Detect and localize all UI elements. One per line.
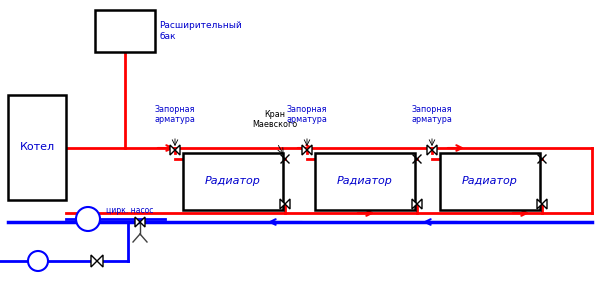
Polygon shape bbox=[537, 199, 542, 209]
Polygon shape bbox=[417, 199, 422, 209]
Polygon shape bbox=[97, 255, 103, 267]
Bar bbox=[8, 95, 66, 200]
Polygon shape bbox=[285, 199, 290, 209]
Circle shape bbox=[28, 251, 48, 271]
Text: Радиатор: Радиатор bbox=[462, 176, 518, 186]
Text: цирк. насос: цирк. насос bbox=[106, 206, 154, 215]
Bar bbox=[440, 153, 540, 210]
Text: Запорная
арматура: Запорная арматура bbox=[155, 105, 196, 124]
Bar bbox=[95, 10, 155, 52]
Polygon shape bbox=[542, 199, 547, 209]
Bar bbox=[183, 153, 283, 210]
Polygon shape bbox=[432, 145, 437, 155]
Bar bbox=[315, 153, 415, 210]
Text: Запорная
арматура: Запорная арматура bbox=[287, 105, 328, 124]
Polygon shape bbox=[280, 199, 285, 209]
Text: Котел: Котел bbox=[19, 142, 55, 152]
Polygon shape bbox=[91, 255, 97, 267]
Polygon shape bbox=[412, 199, 417, 209]
Polygon shape bbox=[140, 217, 145, 227]
Text: Расширительный
бак: Расширительный бак bbox=[159, 21, 242, 41]
Polygon shape bbox=[170, 145, 175, 155]
Polygon shape bbox=[135, 217, 140, 227]
Text: Кран
Маевского: Кран Маевского bbox=[253, 110, 298, 129]
Polygon shape bbox=[302, 145, 307, 155]
Text: Запорная
арматура: Запорная арматура bbox=[412, 105, 452, 124]
Polygon shape bbox=[175, 145, 180, 155]
Text: Радиатор: Радиатор bbox=[205, 176, 261, 186]
Text: Радиатор: Радиатор bbox=[337, 176, 393, 186]
Circle shape bbox=[76, 207, 100, 231]
Polygon shape bbox=[427, 145, 432, 155]
Polygon shape bbox=[307, 145, 312, 155]
